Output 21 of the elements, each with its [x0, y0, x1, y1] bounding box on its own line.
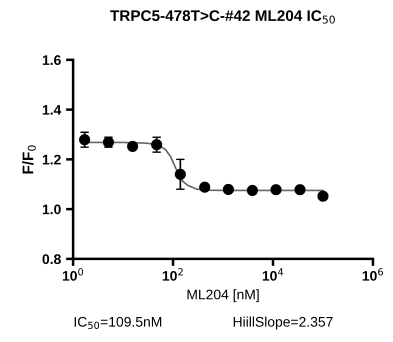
x-tick-label: 10$^{4}$: [262, 268, 284, 281]
point: [294, 184, 306, 196]
y-tick-label: 1.0: [42, 204, 61, 214]
x-tick-label: 10$^{0}$: [62, 268, 84, 281]
y-tick-label: 1.4: [42, 105, 62, 115]
x-tick-label: 10$^{2}$: [162, 268, 183, 281]
y-tick-label: 1.2: [42, 154, 61, 164]
x-tick-label: 10$^{6}$: [362, 268, 383, 281]
point: [222, 184, 234, 196]
chart-title: TRPC5-478T>C-#42 ML204 IC$_{50}$: [110, 10, 335, 24]
point: [317, 190, 329, 202]
x-axis-title: ML204 [nM]: [188, 289, 259, 302]
point: [270, 184, 282, 196]
point: [199, 182, 210, 193]
point: [246, 184, 258, 196]
point: [127, 140, 138, 152]
y-tick-label: 0.8: [42, 254, 61, 264]
y-tick-label: 1.6: [42, 55, 61, 66]
y-axis-title: F/F$_{0}$: [22, 145, 36, 174]
text: IC$_{50}$=109.5nM: [74, 316, 162, 330]
text: HiillSlope=2.357: [234, 316, 333, 330]
